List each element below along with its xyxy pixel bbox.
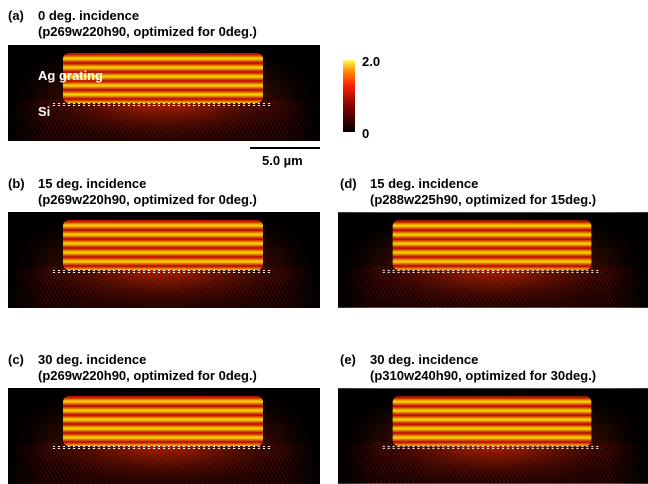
panel-subtitle: (p310w240h90, optimized for 30deg.) <box>370 368 596 383</box>
panel-title: 30 deg. incidence <box>370 352 478 367</box>
material-label: Si <box>38 104 50 119</box>
field-map <box>8 45 320 141</box>
field-map <box>338 388 648 483</box>
field-map <box>8 388 320 484</box>
panel-title: 30 deg. incidence <box>38 352 146 367</box>
panel-label: (d) <box>340 176 357 191</box>
panel-subtitle: (p269w220h90, optimized for 0deg.) <box>38 192 257 207</box>
field-map <box>8 212 320 308</box>
colorbar-max: 2.0 <box>362 54 380 69</box>
panel-label: (e) <box>340 352 356 367</box>
panel-title: 15 deg. incidence <box>370 176 478 191</box>
panel-subtitle: (p269w220h90, optimized for 0deg.) <box>38 24 257 39</box>
colorbar <box>343 60 355 132</box>
material-label: Ag grating <box>38 68 103 83</box>
figure: (a) 0 deg. incidence (p269w220h90, optim… <box>0 0 648 484</box>
panel-label: (a) <box>8 8 24 23</box>
panel-subtitle: (p269w220h90, optimized for 0deg.) <box>38 368 257 383</box>
panel-label: (c) <box>8 352 24 367</box>
scale-bar-label: 5.0 µm <box>262 153 303 168</box>
panel-title: 15 deg. incidence <box>38 176 146 191</box>
panel-title: 0 deg. incidence <box>38 8 139 23</box>
field-map <box>338 212 648 307</box>
panel-subtitle: (p288w225h90, optimized for 15deg.) <box>370 192 596 207</box>
panel-label: (b) <box>8 176 25 191</box>
colorbar-min: 0 <box>362 126 369 141</box>
